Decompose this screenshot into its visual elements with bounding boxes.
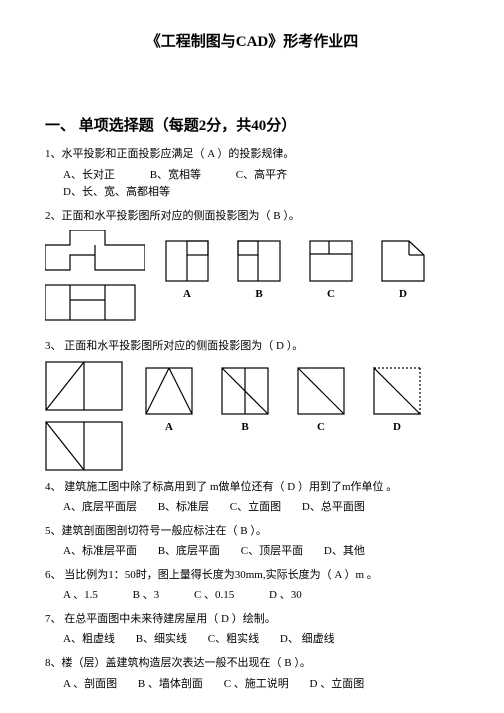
question-8: 8、楼（层）盖建筑构造层次表达一般不出现在（ B ）。 xyxy=(45,655,459,672)
q2-label-d: D xyxy=(381,286,425,304)
q2-opt-c-svg xyxy=(309,240,353,282)
q3-main-svg xyxy=(45,361,125,471)
q2-main-shape xyxy=(45,230,145,330)
q3-opt-d-svg xyxy=(373,367,421,415)
q3-label-c: C xyxy=(297,419,345,437)
q5-opt-d: D、其他 xyxy=(324,543,365,561)
q2-label-b: B xyxy=(237,286,281,304)
q2-label-a: A xyxy=(165,286,209,304)
q2-option-b: B xyxy=(237,240,281,304)
question-4: 4、 建筑施工图中除了标高用到了 m做单位还有（ D ）用到了m作单位 。 xyxy=(45,479,459,496)
q7-opt-c: C、粗实线 xyxy=(208,631,259,649)
q2-option-d: D xyxy=(381,240,425,304)
question-7: 7、 在总平面图中未来待建房屋用（ D ）绘制。 xyxy=(45,611,459,628)
q8-opt-d: D 、立面图 xyxy=(310,676,365,694)
q3-option-b: B xyxy=(221,367,269,437)
q3-option-c: C xyxy=(297,367,345,437)
q3-main-shape xyxy=(45,361,125,471)
q4-opt-c: C、立面图 xyxy=(230,499,281,517)
q6-opt-c: C 、0.15 xyxy=(194,587,234,605)
question-5: 5、建筑剖面图剖切符号一般应标注在（ B ）。 xyxy=(45,523,459,540)
question-3: 3、 正面和水平投影图所对应的侧面投影图为（ D ）。 xyxy=(45,338,459,355)
q1-opt-d: D、长、宽、高都相等 xyxy=(63,184,170,202)
q2-opt-b-svg xyxy=(237,240,281,282)
q4-opt-a: A、底层平面层 xyxy=(63,499,137,517)
q2-opt-a-svg xyxy=(165,240,209,282)
page-title: 《工程制图与CAD》形考作业四 xyxy=(45,30,459,54)
q3-opt-b-svg xyxy=(221,367,269,415)
q2-options-shapes: A B C xyxy=(165,240,425,304)
question-4-options: A、底层平面层 B、标准层 C、立面图 D、总平面图 xyxy=(45,499,459,517)
q2-label-c: C xyxy=(309,286,353,304)
q3-opt-c-svg xyxy=(297,367,345,415)
q3-label-b: B xyxy=(221,419,269,437)
q8-opt-b: B 、墙体剖面 xyxy=(138,676,203,694)
q6-opt-d: D 、30 xyxy=(269,587,302,605)
question-5-options: A、标准层平面 B、底层平面 C、顶层平面 D、其他 xyxy=(45,543,459,561)
q7-opt-b: B、细实线 xyxy=(136,631,187,649)
q7-opt-a: A、粗虚线 xyxy=(63,631,115,649)
question-6: 6、 当比例为1：50时，图上量得长度为30mm,实际长度为（ A ）m 。 xyxy=(45,567,459,584)
q1-opt-c: C、高平齐 xyxy=(236,167,287,185)
q2-option-a: A xyxy=(165,240,209,304)
q8-opt-a: A 、剖面图 xyxy=(63,676,117,694)
q5-opt-c: C、顶层平面 xyxy=(241,543,303,561)
question-1-options: A、长对正 B、宽相等 C、高平齐 D、长、宽、高都相等 xyxy=(45,167,459,202)
q6-opt-a: A 、1.5 xyxy=(63,587,98,605)
q3-option-d: D xyxy=(373,367,421,437)
q3-opt-a-svg xyxy=(145,367,193,415)
q5-opt-b: B、底层平面 xyxy=(158,543,220,561)
q1-opt-a: A、长对正 xyxy=(63,167,115,185)
q3-label-a: A xyxy=(145,419,193,437)
q3-diagrams: A B C xyxy=(45,361,459,471)
q2-diagrams: A B C xyxy=(45,230,459,330)
question-2: 2、正面和水平投影图所对应的侧面投影图为（ B ）。 xyxy=(45,208,459,225)
q5-opt-a: A、标准层平面 xyxy=(63,543,137,561)
q3-option-a: A xyxy=(145,367,193,437)
q6-opt-b: B 、3 xyxy=(133,587,160,605)
q2-option-c: C xyxy=(309,240,353,304)
q3-options-shapes: A B C xyxy=(145,367,421,437)
question-1: 1、水平投影和正面投影应满足（ A ）的投影规律。 xyxy=(45,146,459,163)
question-8-options: A 、剖面图 B 、墙体剖面 C 、施工说明 D 、立面图 xyxy=(45,676,459,694)
section-heading: 一、 单项选择题（每题2分，共40分） xyxy=(45,114,459,138)
question-6-options: A 、1.5 B 、3 C 、0.15 D 、30 xyxy=(45,587,459,605)
q2-opt-d-svg xyxy=(381,240,425,282)
question-7-options: A、粗虚线 B、细实线 C、粗实线 D、 细虚线 xyxy=(45,631,459,649)
q1-opt-b: B、宽相等 xyxy=(150,167,201,185)
q4-opt-b: B、标准层 xyxy=(158,499,209,517)
q7-opt-d: D、 细虚线 xyxy=(280,631,335,649)
q4-opt-d: D、总平面图 xyxy=(302,499,365,517)
q3-label-d: D xyxy=(373,419,421,437)
q2-main-svg xyxy=(45,230,145,330)
q8-opt-c: C 、施工说明 xyxy=(224,676,289,694)
